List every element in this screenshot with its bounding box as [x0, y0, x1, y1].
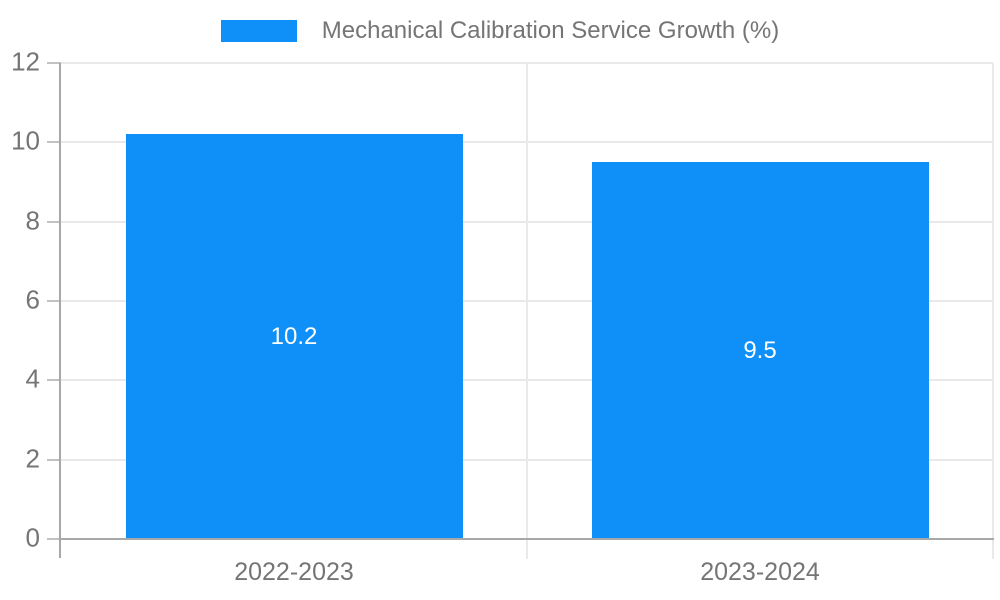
y-tick-mark: [47, 379, 61, 382]
y-axis-tick-label: 10: [11, 125, 40, 156]
x-axis-category-label: 2022-2023: [234, 558, 354, 586]
y-tick-mark: [47, 62, 61, 64]
y-axis-tick-label: 8: [25, 204, 40, 235]
legend-swatch: [220, 20, 297, 42]
y-axis-tick-label: 6: [25, 284, 40, 315]
legend: Mechanical Calibration Service Growth (%…: [0, 17, 1000, 45]
legend-item[interactable]: Mechanical Calibration Service Growth (%…: [220, 17, 780, 45]
x-axis-line: [59, 538, 994, 540]
y-tick-mark: [47, 220, 61, 223]
bar-value-label: 9.5: [743, 336, 777, 364]
category-boundary-gridline: [526, 63, 528, 559]
y-tick-mark: [47, 141, 61, 144]
y-axis-tick-label: 12: [11, 46, 40, 77]
y-tick-mark: [47, 538, 61, 540]
y-tick-mark: [47, 458, 61, 461]
y-axis-line: [59, 63, 61, 558]
legend-label: Mechanical Calibration Service Growth (%…: [321, 17, 780, 44]
bar-value-label: 10.2: [270, 322, 318, 350]
y-axis-tick-label: 4: [25, 363, 40, 394]
x-axis-category-label: 2023-2024: [700, 558, 820, 586]
plot-area: 10.2 9.5: [61, 62, 994, 559]
y-axis-tick-label: 0: [25, 522, 40, 553]
bar-2022-2023[interactable]: [126, 134, 463, 539]
bar-2023-2024[interactable]: [592, 162, 929, 539]
y-axis-tick-label: 2: [25, 442, 40, 473]
category-boundary-gridline: [992, 63, 994, 559]
y-tick-mark: [47, 300, 61, 302]
